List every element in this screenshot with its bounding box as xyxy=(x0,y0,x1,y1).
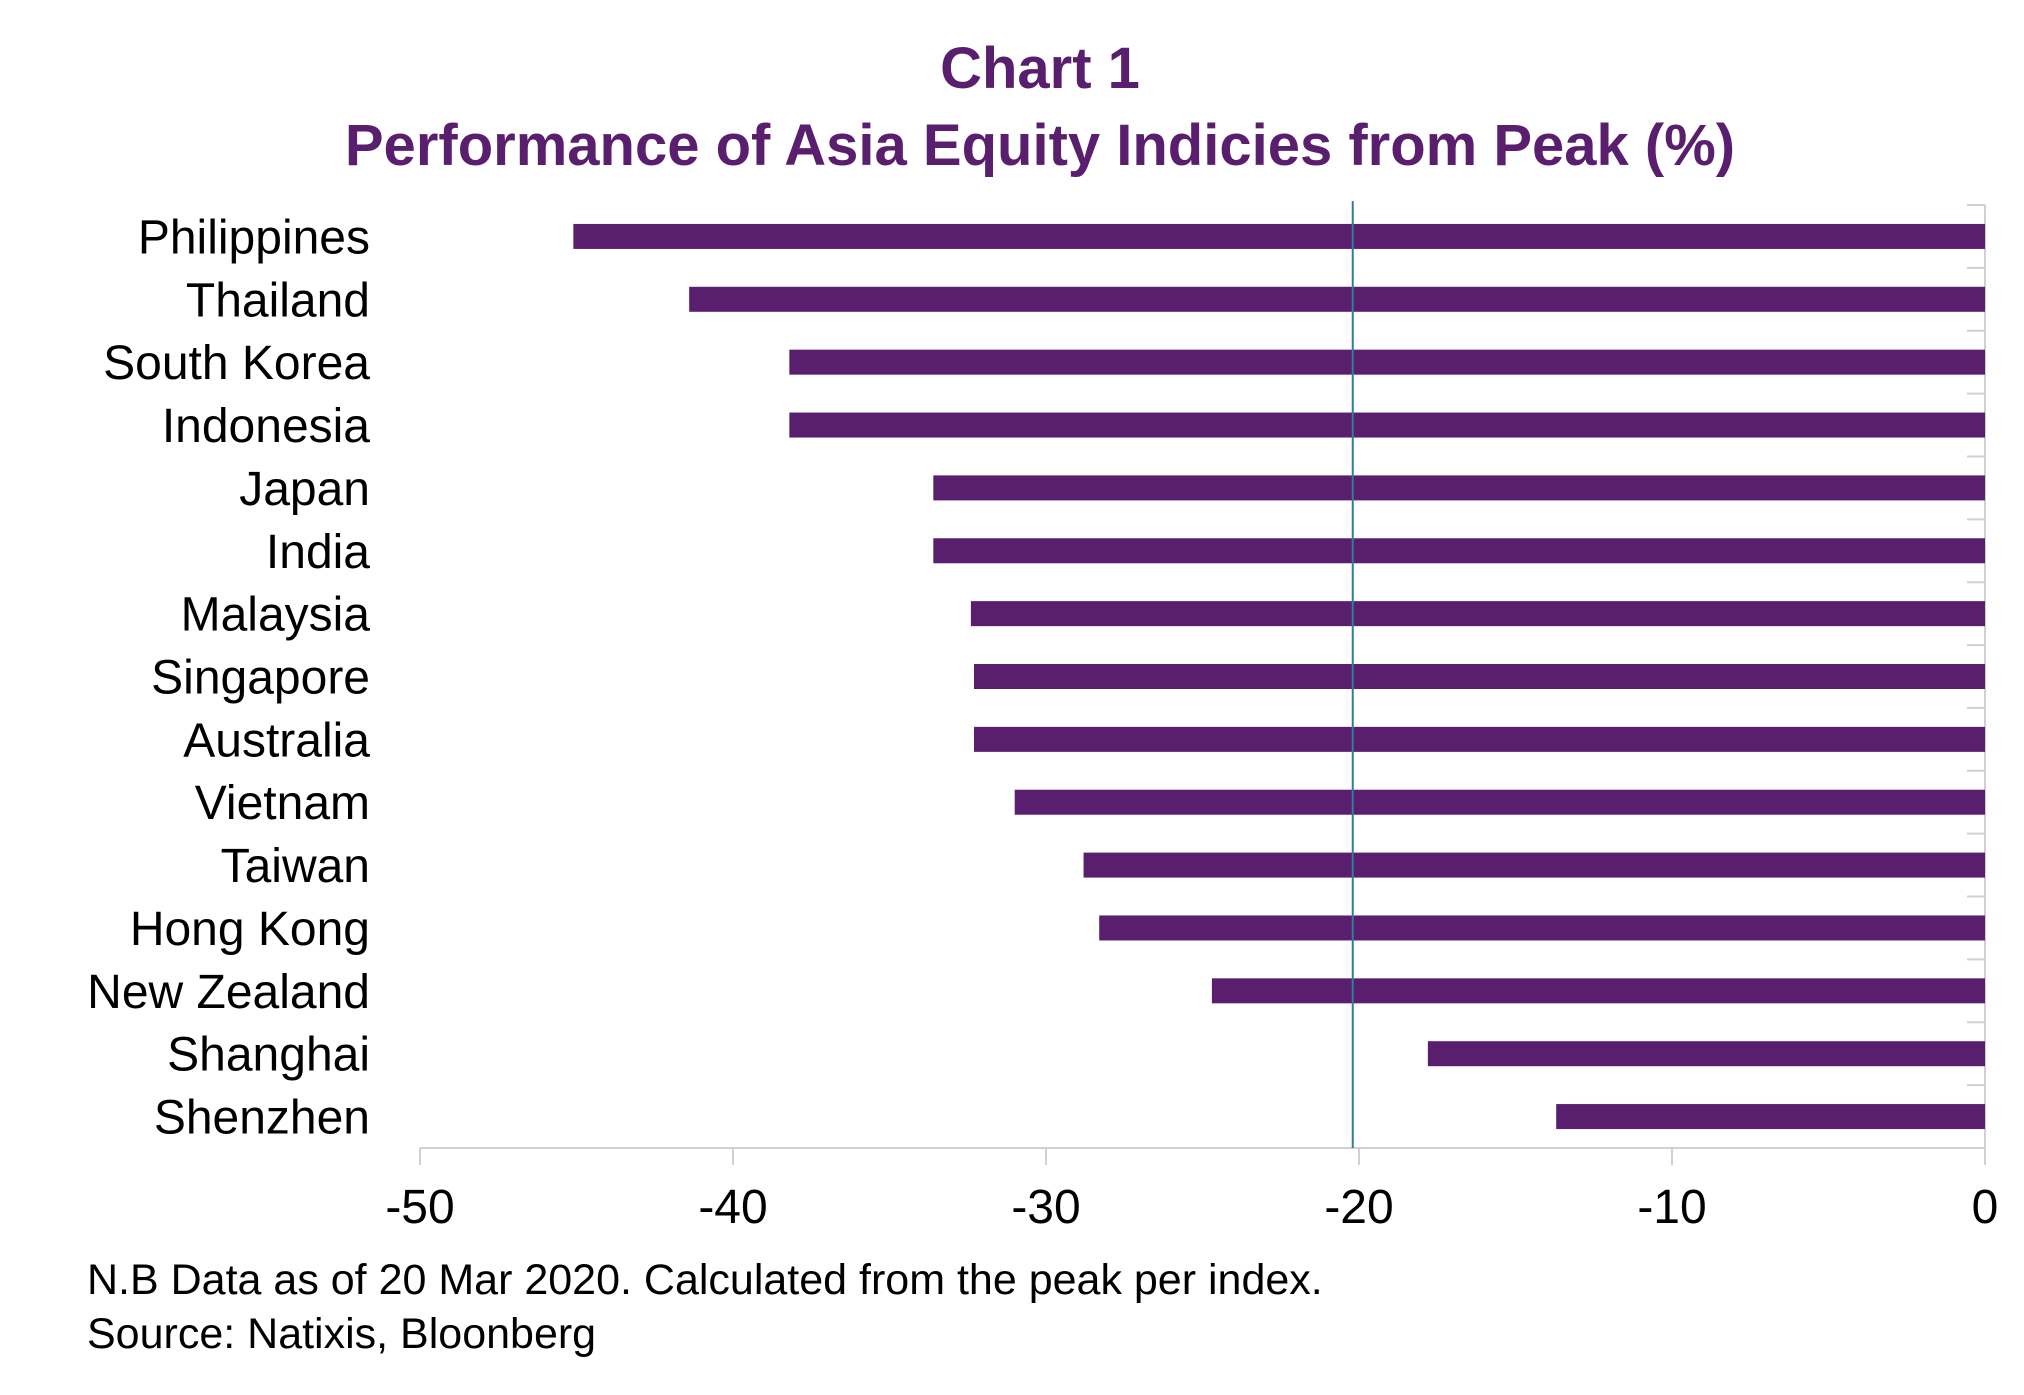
bar xyxy=(1556,1104,1985,1130)
x-tick-label: -20 xyxy=(1324,1181,1393,1234)
bar xyxy=(974,664,1985,689)
category-label: South Korea xyxy=(103,337,370,390)
footnote-source: Source: Natixis, Bloonberg xyxy=(87,1310,597,1358)
category-label: Vietnam xyxy=(195,777,370,830)
x-tick-label: -50 xyxy=(385,1181,454,1234)
bar xyxy=(1427,1041,1985,1067)
chart-title-block: Chart 1 Performance of Asia Equity Indic… xyxy=(0,30,2024,184)
bar xyxy=(789,349,1985,375)
bar xyxy=(970,601,1985,627)
bar-chart: -50 -40 -30 -20 -10 0 Philippines Thailand South… xyxy=(87,201,1999,1234)
footnote-note: N.B Data as of 20 Mar 2020. Calculated f… xyxy=(87,1256,1323,1304)
bar xyxy=(1014,789,1985,815)
category-label: Thailand xyxy=(186,274,370,327)
x-tick-label: 0 xyxy=(1972,1181,1999,1234)
category-label: Shanghai xyxy=(167,1029,370,1082)
bar xyxy=(1211,978,1985,1004)
category-label: New Zealand xyxy=(87,966,370,1019)
category-label: Japan xyxy=(239,463,370,516)
bar xyxy=(573,223,1985,249)
category-label: Shenzhen xyxy=(154,1092,370,1145)
x-tick-label: -30 xyxy=(1011,1181,1080,1234)
footnote: N.B Data as of 20 Mar 2020. Calculated f… xyxy=(87,1253,1323,1361)
chart-subtitle: Performance of Asia Equity Indicies from… xyxy=(344,113,1736,178)
category-label: Taiwan xyxy=(221,840,370,893)
chart-title: Chart 1 xyxy=(940,36,1140,101)
category-label: Indonesia xyxy=(162,400,370,453)
bar xyxy=(933,538,1985,564)
bar xyxy=(789,412,1985,438)
bar xyxy=(1083,852,1985,878)
category-label: Australia xyxy=(183,714,370,767)
category-label: India xyxy=(266,526,370,579)
category-label: Philippines xyxy=(138,211,370,264)
category-label: Hong Kong xyxy=(130,903,370,956)
bar xyxy=(974,726,1985,752)
x-tick-label: -10 xyxy=(1637,1181,1706,1234)
bar xyxy=(933,475,1985,501)
x-tick-label: -40 xyxy=(698,1181,767,1234)
bar xyxy=(1099,915,1985,941)
bar xyxy=(689,286,1986,312)
category-label: Singapore xyxy=(151,652,370,705)
category-label: Malaysia xyxy=(181,589,371,642)
